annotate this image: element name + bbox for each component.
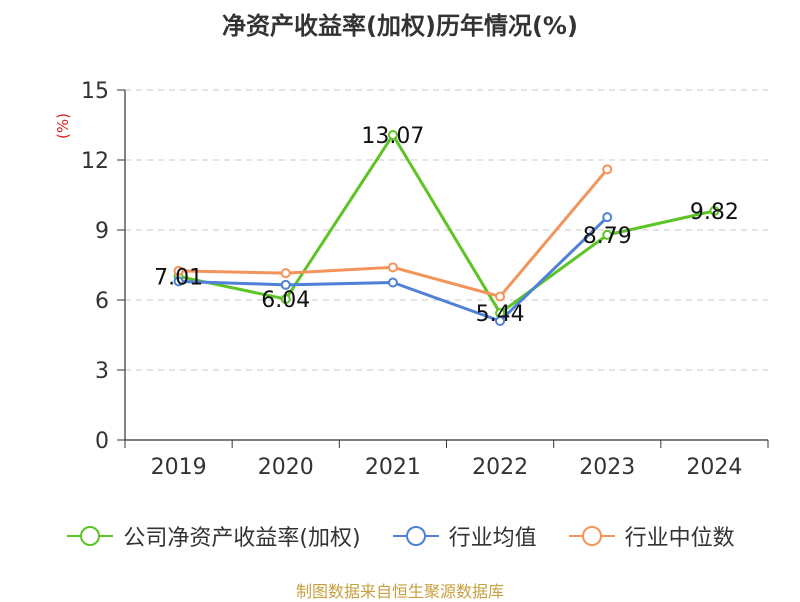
legend: 公司净资产收益率(加权) 行业均值 行业中位数	[0, 520, 800, 552]
data-label: 6.04	[261, 288, 310, 313]
legend-circle	[405, 526, 426, 546]
data-point	[280, 268, 291, 279]
y-tick-label: 15	[81, 79, 109, 104]
x-tick-label: 2020	[258, 455, 314, 480]
data-label: 8.79	[583, 224, 632, 249]
source-note: 制图数据来自恒生聚源数据库	[295, 582, 504, 601]
data-point	[602, 229, 613, 240]
legend-label: 公司净资产收益率(加权)	[123, 526, 361, 551]
y-tick-label: 9	[95, 219, 109, 244]
data-point	[602, 212, 613, 223]
legend-label: 行业均值	[448, 526, 537, 551]
data-point	[602, 164, 613, 175]
data-label: 7.01	[154, 265, 203, 290]
legend-item[interactable]: 行业均值	[391, 520, 537, 552]
data-point	[280, 279, 291, 290]
legend-marker	[392, 526, 439, 546]
chart-title: 净资产收益率(加权)历年情况(%)	[222, 12, 578, 40]
data-point	[387, 277, 398, 288]
data-point	[173, 276, 184, 287]
x-tick-label: 2022	[472, 455, 528, 480]
grid-layer	[125, 89, 768, 371]
data-point	[173, 265, 184, 276]
y-tick-label: 6	[95, 289, 109, 314]
data-point	[495, 291, 506, 302]
legend-marker	[67, 526, 114, 546]
legend-circle	[80, 526, 101, 546]
axis-layer: 0 3 6 9 12 15 2019 2020 2021 2022 2023 2024	[81, 79, 769, 480]
data-label: 13.07	[361, 124, 424, 149]
legend-label: 行业中位数	[624, 526, 735, 551]
data-label-layer: 7.01 6.04 13.07 5.44 8.79 9.82	[154, 124, 739, 327]
x-tick-label: 2023	[579, 455, 635, 480]
legend-item[interactable]: 公司净资产收益率(加权)	[65, 520, 361, 552]
legend-marker	[568, 526, 615, 546]
data-point	[387, 130, 398, 141]
x-tick-label: 2019	[151, 455, 207, 480]
data-label: 9.82	[690, 200, 739, 225]
x-tick-label: 2021	[365, 455, 421, 480]
data-point	[387, 262, 398, 273]
data-point	[709, 205, 720, 216]
y-tick-label: 0	[95, 429, 109, 454]
series-line	[178, 133, 715, 315]
data-point	[495, 316, 506, 326]
y-axis-unit-label: (%)	[54, 113, 72, 139]
y-tick-label: 12	[81, 149, 109, 174]
legend-circle	[581, 526, 602, 546]
data-point	[280, 294, 291, 305]
legend-item[interactable]: 行业中位数	[567, 520, 735, 552]
data-label: 5.44	[476, 302, 525, 327]
y-tick-label: 3	[95, 359, 109, 384]
x-tick-label: 2024	[686, 455, 742, 480]
series-layer	[173, 130, 720, 326]
